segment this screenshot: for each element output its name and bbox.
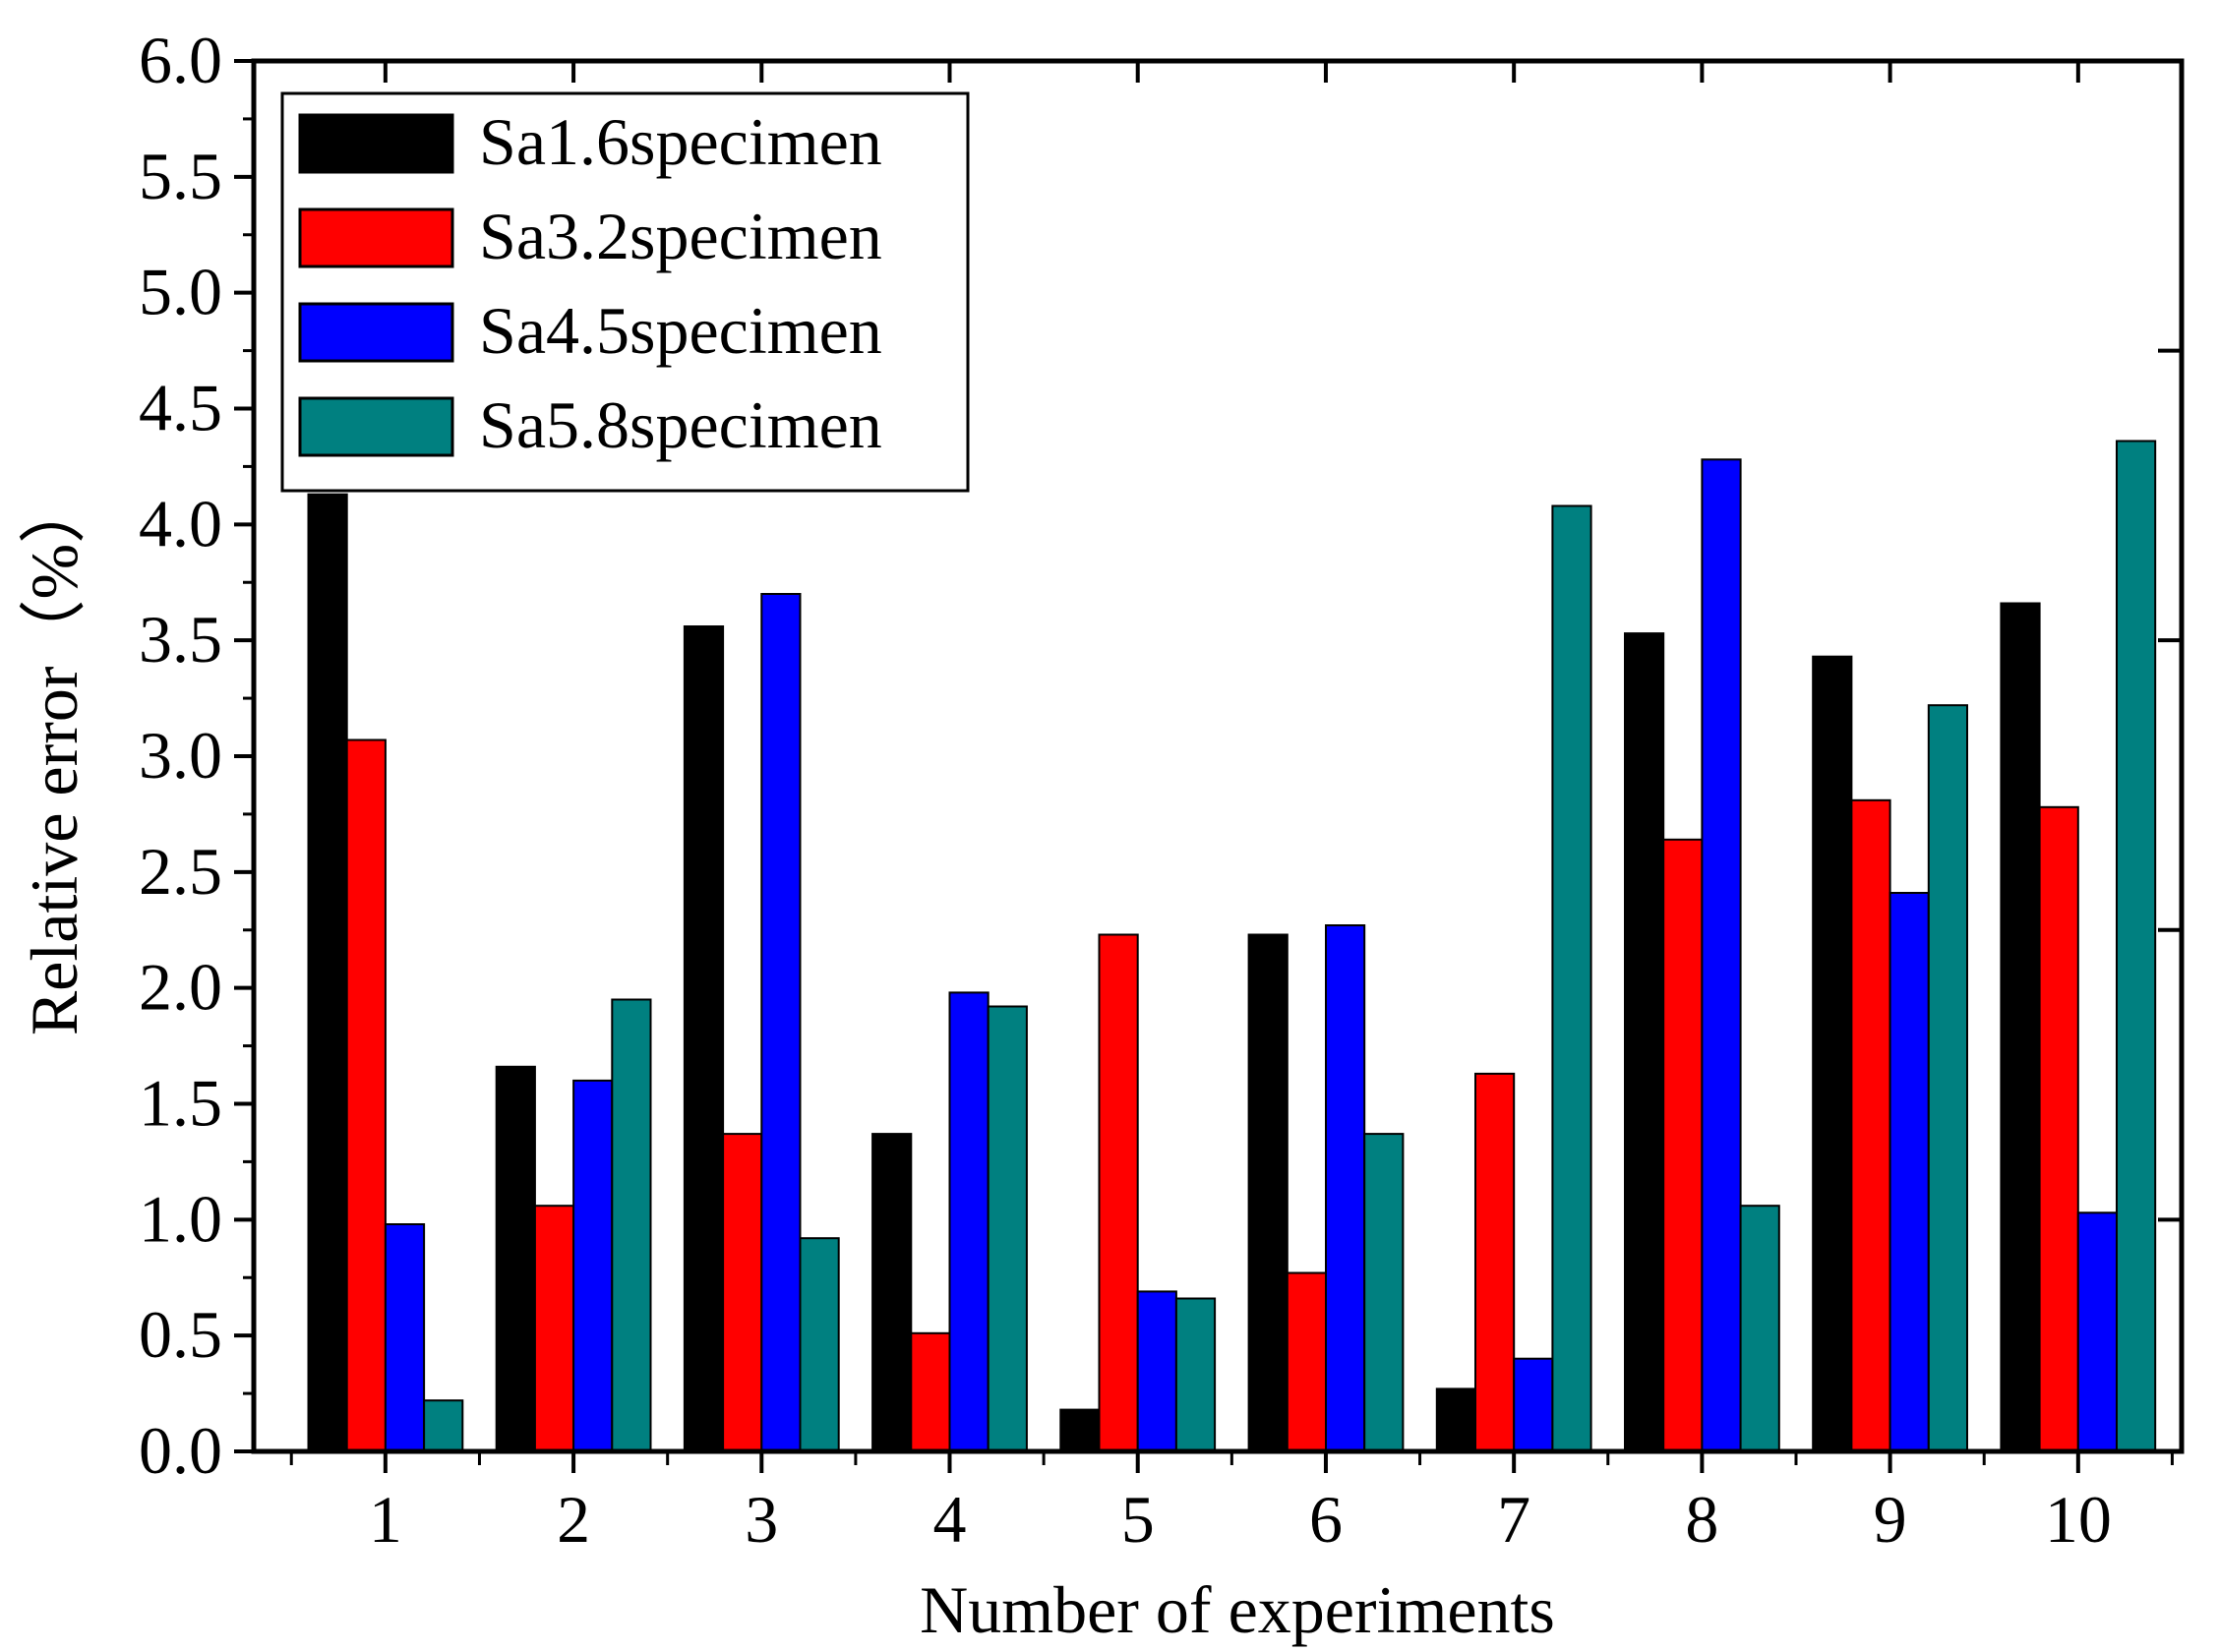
y-tick-label: 4.5 — [139, 371, 222, 445]
bar-5-Sa3.2specimen — [1098, 933, 1139, 1452]
legend-label: Sa5.8specimen — [479, 387, 882, 462]
y-tick-label: 1.0 — [139, 1181, 222, 1256]
legend-swatch — [298, 207, 454, 268]
legend-swatch — [298, 396, 454, 457]
bar-6-Sa1.6specimen — [1247, 933, 1289, 1452]
bar-5-Sa1.6specimen — [1059, 1408, 1101, 1452]
bar-10-Sa1.6specimen — [2000, 602, 2041, 1452]
bar-10-Sa4.5specimen — [2076, 1211, 2119, 1453]
bar-6-Sa4.5specimen — [1325, 924, 1366, 1452]
x-tick-label: 3 — [745, 1482, 778, 1557]
y-tick-label: 0.0 — [139, 1413, 222, 1488]
bar-4-Sa4.5specimen — [948, 991, 989, 1453]
x-tick-label: 7 — [1497, 1482, 1530, 1557]
bar-4-Sa3.2specimen — [910, 1331, 951, 1453]
y-tick-label: 4.0 — [139, 486, 222, 560]
bar-5-Sa4.5specimen — [1136, 1290, 1177, 1453]
x-tick-label: 4 — [933, 1482, 967, 1557]
bars-layer — [307, 440, 2157, 1453]
bar-4-Sa1.6specimen — [871, 1133, 913, 1452]
bar-1-Sa3.2specimen — [345, 738, 387, 1452]
bar-4-Sa5.8specimen — [987, 1005, 1028, 1452]
y-tick-label: 6.0 — [139, 23, 222, 97]
bar-6-Sa5.8specimen — [1363, 1133, 1405, 1452]
bar-7-Sa3.2specimen — [1474, 1072, 1516, 1453]
bar-7-Sa1.6specimen — [1435, 1387, 1477, 1453]
y-tick-label: 1.5 — [139, 1066, 222, 1141]
bar-9-Sa5.8specimen — [1927, 704, 1969, 1452]
y-tick-label: 2.5 — [139, 834, 222, 909]
bar-3-Sa5.8specimen — [799, 1237, 840, 1452]
bar-7-Sa5.8specimen — [1551, 504, 1592, 1452]
bar-3-Sa3.2specimen — [722, 1133, 763, 1452]
bar-1-Sa4.5specimen — [384, 1223, 426, 1452]
bar-8-Sa4.5specimen — [1701, 458, 1742, 1452]
x-tick-label: 1 — [369, 1482, 402, 1557]
x-tick-label: 10 — [2045, 1482, 2112, 1557]
legend-swatch — [298, 113, 454, 174]
bar-5-Sa5.8specimen — [1174, 1297, 1217, 1452]
y-tick-label: 3.5 — [139, 602, 222, 677]
bar-8-Sa5.8specimen — [1739, 1205, 1780, 1452]
legend-label: Sa4.5specimen — [479, 293, 882, 368]
y-tick-label: 5.0 — [139, 255, 222, 329]
legend: Sa1.6specimen Sa3.2specimen Sa4.5specimen S… — [280, 91, 970, 493]
y-tick-label: 5.5 — [139, 139, 222, 213]
x-tick-label: 6 — [1309, 1482, 1343, 1557]
bar-2-Sa4.5specimen — [572, 1079, 614, 1453]
legend-label: Sa1.6specimen — [479, 104, 882, 179]
y-tick-label: 3.0 — [139, 718, 222, 793]
bar-2-Sa5.8specimen — [611, 998, 652, 1452]
legend-label: Sa3.2specimen — [479, 199, 882, 273]
bar-9-Sa4.5specimen — [1888, 892, 1930, 1452]
bar-3-Sa1.6specimen — [683, 625, 725, 1452]
bar-6-Sa3.2specimen — [1286, 1271, 1328, 1452]
ticks-layer: 0.0 0.5 1.0 1.5 2.0 2.5 3.0 3.5 4.0 4.5 5.0 5.5 6.0 1… — [139, 23, 2182, 1557]
bar-1-Sa5.8specimen — [423, 1399, 464, 1452]
bar-3-Sa4.5specimen — [760, 593, 802, 1452]
bar-2-Sa1.6specimen — [495, 1065, 536, 1453]
bar-2-Sa3.2specimen — [533, 1205, 575, 1452]
bar-7-Sa4.5specimen — [1513, 1357, 1554, 1452]
bar-9-Sa3.2specimen — [1850, 798, 1891, 1452]
y-tick-label: 2.0 — [139, 950, 222, 1025]
bar-10-Sa3.2specimen — [2038, 805, 2079, 1452]
x-tick-label: 2 — [557, 1482, 590, 1557]
bar-10-Sa5.8specimen — [2116, 440, 2157, 1452]
bar-1-Sa1.6specimen — [307, 493, 348, 1452]
bar-8-Sa3.2specimen — [1662, 838, 1704, 1452]
x-tick-label: 5 — [1121, 1482, 1155, 1557]
y-tick-label: 0.5 — [139, 1297, 222, 1372]
y-axis-title: Relative error（%） — [17, 477, 91, 1035]
x-tick-label: 8 — [1685, 1482, 1718, 1557]
x-axis-title: Number of experiments — [920, 1572, 1555, 1647]
bar-8-Sa1.6specimen — [1624, 632, 1665, 1452]
bar-9-Sa1.6specimen — [1812, 655, 1853, 1452]
legend-swatch — [298, 302, 454, 363]
x-tick-label: 9 — [1874, 1482, 1907, 1557]
